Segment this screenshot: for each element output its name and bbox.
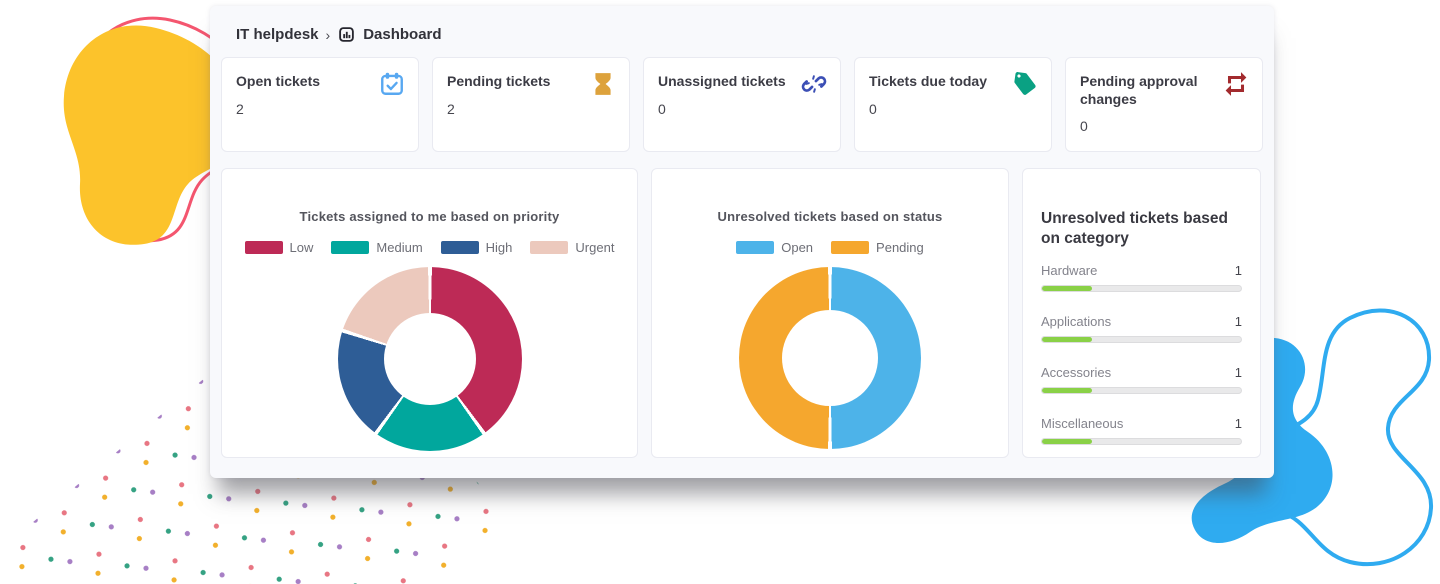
category-value: 1 [1234, 263, 1242, 279]
legend-item-pending[interactable]: Pending [831, 240, 924, 255]
progress-track [1041, 336, 1242, 344]
stat-card-pending-tickets[interactable]: Pending tickets 2 [432, 57, 630, 152]
chart-title: Tickets assigned to me based on priority [299, 209, 560, 224]
category-label: Miscellaneous [1041, 416, 1124, 432]
category-rows: Hardware 1 Applications 1 [1041, 263, 1242, 446]
stat-value: 0 [869, 100, 877, 117]
breadcrumb-page: Dashboard [363, 26, 442, 43]
legend-label: Urgent [575, 240, 615, 255]
legend-swatch [440, 241, 479, 254]
legend-swatch [530, 241, 569, 254]
legend-item-urgent[interactable]: Urgent [530, 240, 614, 255]
category-row-miscellaneous: Miscellaneous 1 [1041, 416, 1242, 446]
legend-item-low[interactable]: Low [244, 240, 314, 255]
stat-value: 0 [1080, 118, 1088, 134]
broken-link-icon [801, 71, 827, 97]
legend-item-open[interactable]: Open [736, 240, 813, 255]
legend-swatch [244, 241, 283, 254]
legend-item-medium[interactable]: Medium [331, 240, 423, 255]
main-panel: IT helpdesk › Dashboard Open tickets 2 [210, 6, 1274, 478]
category-row-hardware: Hardware 1 [1041, 263, 1242, 293]
donut-hole [383, 313, 476, 405]
stat-card-open-tickets[interactable]: Open tickets 2 [221, 57, 419, 152]
legend-label: Low [289, 240, 314, 255]
progress-fill [1042, 337, 1092, 343]
breadcrumb-separator: › [325, 26, 331, 43]
stat-label: Pending approval changes [1080, 73, 1198, 107]
legend-swatch [831, 241, 870, 254]
stat-label: Pending tickets [447, 73, 551, 89]
hourglass-icon [590, 71, 616, 97]
priority-donut-chart[interactable] [337, 267, 522, 451]
status-donut-chart[interactable] [739, 267, 921, 449]
category-row-applications: Applications 1 [1041, 314, 1242, 344]
legend-swatch [736, 241, 775, 254]
legend-swatch [331, 241, 370, 254]
breadcrumb: IT helpdesk › Dashboard [221, 6, 1263, 57]
category-label: Accessories [1041, 365, 1112, 381]
stat-card-tickets-due-today[interactable]: Tickets due today 0 [854, 57, 1052, 152]
stat-card-unassigned-tickets[interactable]: Unassigned tickets 0 [643, 57, 841, 152]
charts-row: Tickets assigned to me based on priority… [221, 168, 1263, 458]
progress-track [1041, 285, 1242, 293]
category-card: Unresolved tickets based on category Har… [1022, 168, 1261, 458]
chart-card-status: Unresolved tickets based on status Open … [651, 168, 1009, 458]
stat-value: 2 [447, 100, 455, 117]
category-title: Unresolved tickets based on category [1041, 210, 1228, 248]
stat-label: Open tickets [236, 73, 321, 89]
progress-track [1041, 387, 1242, 395]
stat-value: 0 [658, 100, 666, 117]
progress-fill [1042, 388, 1092, 394]
legend-label: Medium [376, 240, 423, 255]
category-row-accessories: Accessories 1 [1041, 365, 1242, 395]
bar-chart-icon [338, 26, 355, 43]
category-value: 1 [1234, 365, 1242, 381]
progress-track [1041, 438, 1242, 446]
chart-card-priority: Tickets assigned to me based on priority… [221, 168, 638, 458]
status-legend: Open Pending [652, 240, 1008, 255]
category-label: Hardware [1041, 263, 1098, 279]
legend-label: Pending [876, 240, 924, 255]
repeat-icon [1223, 71, 1249, 97]
stat-value: 2 [236, 100, 244, 117]
stat-label: Unassigned tickets [658, 73, 786, 89]
blue-blob-outline-shape [1248, 308, 1434, 567]
progress-fill [1042, 439, 1092, 445]
stats-row: Open tickets 2 Pending tickets 2 [221, 57, 1263, 152]
priority-legend: Low Medium High Urgent [222, 240, 637, 255]
stat-card-pending-approval-changes[interactable]: Pending approval changes 0 [1065, 57, 1263, 152]
category-label: Applications [1041, 314, 1112, 330]
tag-icon [1012, 71, 1038, 97]
progress-fill [1042, 286, 1092, 292]
donut-hole [781, 309, 879, 407]
legend-label: High [485, 240, 513, 255]
calendar-check-icon [379, 71, 405, 97]
chart-title: Unresolved tickets based on status [717, 209, 943, 224]
category-value: 1 [1234, 314, 1242, 330]
legend-label: Open [781, 240, 814, 255]
breadcrumb-app[interactable]: IT helpdesk [236, 26, 319, 43]
legend-item-high[interactable]: High [440, 240, 513, 255]
stat-label: Tickets due today [869, 73, 988, 89]
category-value: 1 [1234, 416, 1242, 432]
